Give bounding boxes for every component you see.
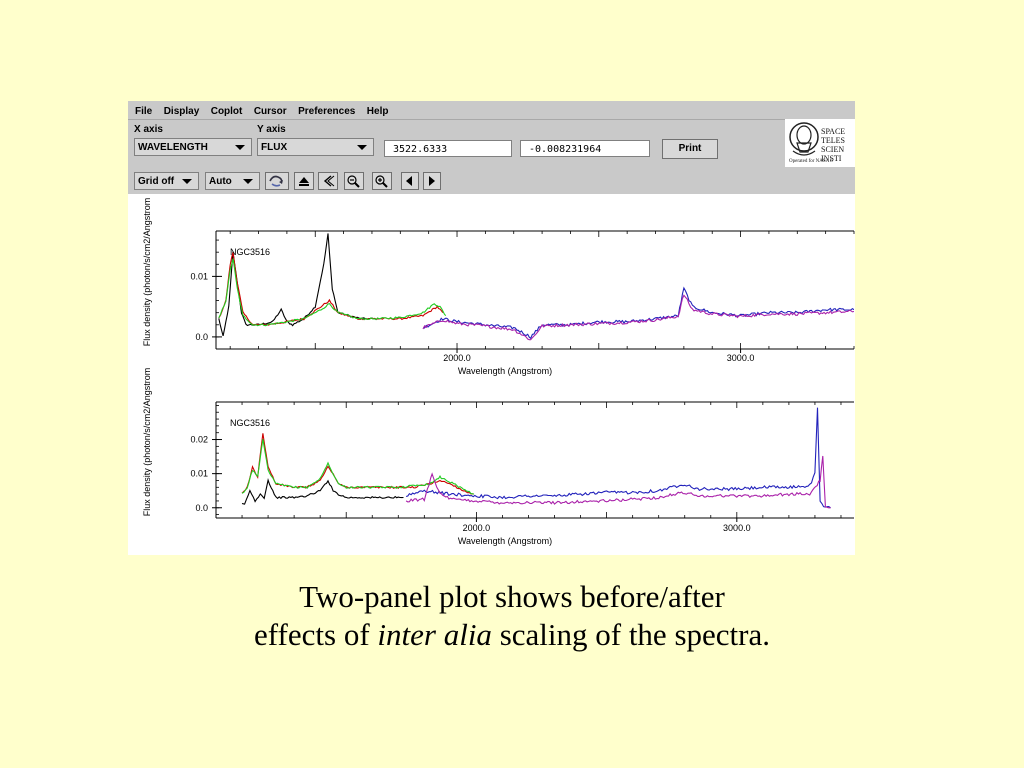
y-tick-label: 0.0 [195, 332, 208, 342]
y-axis-select[interactable]: FLUX [257, 138, 374, 156]
x-tick-label: 2000.0 [443, 353, 471, 363]
grid-select[interactable]: Grid off [134, 172, 199, 190]
caption-line-2: effects of inter alia scaling of the spe… [0, 616, 1024, 654]
y-axis-label: Y axis [257, 124, 286, 135]
scale-select-value: Auto [209, 176, 232, 187]
plot-toolbar: Grid off Auto [128, 168, 855, 194]
zoom-out-icon [347, 175, 360, 188]
series-line-2 [218, 258, 447, 327]
x-axis-title: Wavelength (Angstrom) [458, 536, 552, 546]
series-line-2 [241, 439, 474, 495]
x-axis-select-value: WAVELENGTH [138, 142, 208, 153]
x-axis-select[interactable]: WAVELENGTH [134, 138, 252, 156]
x-axis-title: Wavelength (Angstrom) [458, 366, 552, 376]
logo-text: SPACE TELES SCIEN INSTI [821, 127, 846, 163]
object-name-annotation: NGC3516 [230, 247, 270, 257]
plot-area[interactable]: 2000.0 3000.0 0.0 0.01 Wavelength (Angstrom)… [128, 194, 855, 555]
x-tick-label: 3000.0 [727, 353, 755, 363]
series-line-0 [241, 478, 404, 505]
back-button[interactable] [318, 172, 338, 190]
refresh-icon [269, 175, 283, 187]
menu-cursor[interactable]: Cursor [253, 106, 287, 117]
plot-panel-after[interactable]: 2000.0 3000.0 0.0 0.01 0.02 Wavelength (Angst… [142, 368, 854, 546]
chevron-down-icon [182, 179, 192, 184]
cursor-y-readout: -0.008231964 [520, 140, 650, 157]
series-line-3 [405, 407, 831, 509]
menu-help[interactable]: Help [366, 106, 389, 117]
eject-button[interactable] [294, 172, 314, 190]
eject-icon [299, 177, 309, 186]
series-line-4 [405, 455, 831, 509]
scroll-right-button[interactable] [423, 172, 441, 190]
right-arrow-icon [429, 176, 435, 186]
print-button[interactable]: Print [662, 139, 718, 159]
zoom-in-icon [375, 175, 388, 188]
stsci-logo: SPACE TELES SCIEN INSTI Operated for NAS… [785, 119, 855, 167]
series-line-3 [423, 286, 854, 340]
x-tick-label: 3000.0 [723, 523, 751, 533]
object-name-annotation: NGC3516 [230, 418, 270, 428]
chevron-down-icon [235, 145, 245, 150]
y-tick-label: 0.01 [190, 271, 208, 281]
menu-display[interactable]: Display [163, 106, 200, 117]
series-line-0 [218, 233, 378, 337]
y-axis-title: Flux density (photon/s/cm2/Angstrom [142, 198, 152, 347]
grid-select-value: Grid off [138, 176, 175, 187]
cursor-x-readout: 3522.6333 [384, 140, 512, 157]
specview-window: File Display Coplot Cursor Preferences H… [128, 101, 855, 555]
y-tick-label: 0.0 [195, 503, 208, 513]
y-tick-label: 0.01 [190, 469, 208, 479]
logo-subtext: Operated for NASA b [789, 159, 833, 164]
y-axis-select-value: FLUX [261, 142, 288, 153]
series-line-1 [241, 433, 474, 495]
caption-emphasis: inter alia [377, 617, 492, 652]
scale-select[interactable]: Auto [205, 172, 260, 190]
back-icon [323, 175, 335, 187]
caption-line-2-end: scaling of the spectra. [491, 617, 770, 652]
menu-preferences[interactable]: Preferences [298, 106, 356, 117]
menu-file[interactable]: File [135, 106, 153, 117]
menu-bar: File Display Coplot Cursor Preferences H… [128, 101, 855, 120]
refresh-button[interactable] [265, 172, 289, 190]
y-tick-label: 0.02 [190, 435, 208, 445]
chevron-down-icon [243, 179, 253, 184]
caption-line-2-start: effects of [254, 617, 378, 652]
series-line-4 [422, 294, 854, 341]
axis-controls: X axis Y axis WAVELENGTH FLUX 3522.6333 … [128, 120, 855, 168]
plot-panel-before[interactable]: 2000.0 3000.0 0.0 0.01 Wavelength (Angstrom)… [142, 198, 855, 376]
scroll-left-button[interactable] [401, 172, 419, 190]
caption-line-1: Two-panel plot shows before/after [299, 579, 725, 614]
zoom-in-button[interactable] [372, 172, 392, 190]
menu-coplot[interactable]: Coplot [210, 106, 243, 117]
x-axis-label: X axis [134, 124, 163, 135]
slide-caption: Two-panel plot shows before/after effect… [0, 578, 1024, 654]
y-axis-title: Flux density (photon/s/cm2/Angstrom [142, 368, 152, 517]
x-tick-label: 2000.0 [463, 523, 491, 533]
left-arrow-icon [406, 176, 412, 186]
zoom-out-button[interactable] [344, 172, 364, 190]
chevron-down-icon [357, 145, 367, 150]
